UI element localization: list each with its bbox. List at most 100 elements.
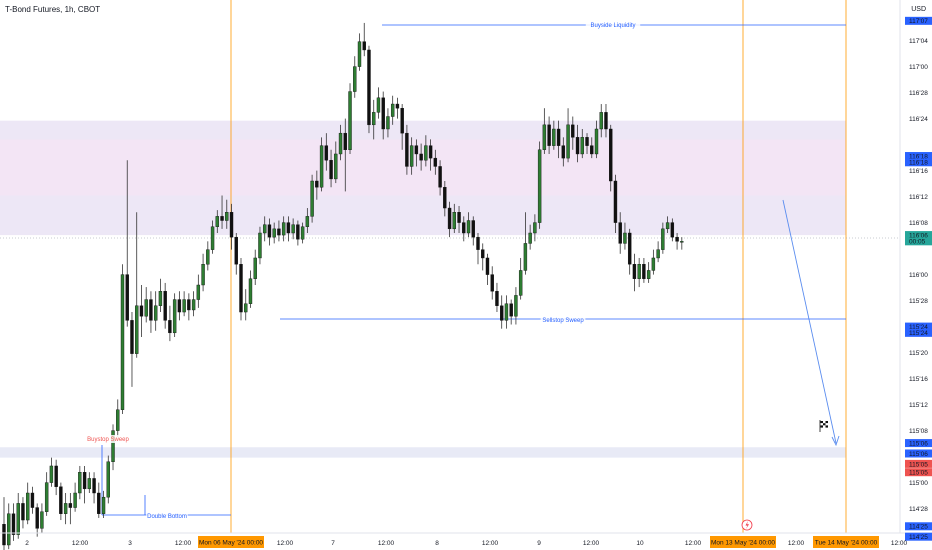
y-tick-label: 114'28 [909,506,928,513]
price-tag-label: 115'24 [909,330,928,337]
candle-body [372,112,376,126]
date-highlight-bg [710,536,776,548]
price-zones [0,120,846,458]
candle-body [514,295,518,317]
price-tag-bg [905,231,932,240]
candle-body [106,461,110,498]
price-tag-label: 115'06 [909,440,928,447]
price-tag-bg [905,468,932,477]
candle-body [21,503,25,521]
candle-body [561,145,566,159]
candle-body [54,465,58,487]
flag-square [825,421,828,424]
candle-body [30,492,35,508]
candle-body [130,320,134,354]
price-tag-bg [905,439,932,448]
candle-body [334,153,338,180]
projection-arrow [782,199,837,444]
candle-body [390,103,395,117]
date-highlight-label: Mon 06 May '24 00:00 [199,540,263,547]
y-tick-label: 116'24 [909,116,928,123]
time-axis[interactable]: 2 12:00 3 12:00 12:00 7 12:00 8 12:00 9 12:00 10 12:… [25,519,908,548]
price-tag-bg [905,522,932,531]
x-tick-label: 12:00 [685,540,702,547]
candle-body [646,270,651,279]
candle-body [580,137,584,155]
price-tag-bg [905,328,932,337]
candle-body [187,299,191,311]
candle-body [239,264,243,313]
candle-body [405,132,409,167]
price-tag-label: 115'05 [909,461,928,468]
candle-body [590,145,594,155]
candle-body [566,124,570,159]
candle-body [300,226,305,240]
candle-body [40,511,44,529]
zone-rect [0,447,846,458]
x-tick-label: 12:00 [482,540,499,547]
chart-title: T-Bond Futures, 1h, CBOT [5,5,101,14]
candle-body [206,249,210,265]
candle-body [466,220,471,234]
price-tag-label: 114'25 [909,524,928,531]
candle-body [348,91,352,150]
candle-body [528,232,532,244]
candle-body [305,216,310,227]
date-highlight-bg [198,536,264,548]
candle-body [537,149,542,223]
candle-body [68,503,73,508]
candle-body [400,107,404,134]
candle-body [296,224,300,240]
price-tag-bg [905,322,932,331]
price-tag-label: 116'06 [909,232,928,239]
candle-body [196,284,201,300]
candle-body [149,299,153,321]
candle-body [542,124,547,150]
candle-body [518,270,523,296]
candle-body [414,145,419,155]
x-tick-label: 12:00 [175,540,192,547]
flag-square [820,423,823,426]
currency-label: USD [911,6,926,13]
candle-body [438,166,442,188]
session-lines [230,0,847,533]
annotation-bg [146,512,188,520]
candle-body [272,228,276,238]
flag-square [825,425,828,428]
price-tags: 117'07116'18116'18116'0600:05115'24115'2… [905,16,932,541]
flag-square [825,423,828,426]
candle-body [680,241,684,243]
candle-body [82,472,87,490]
candle-body [604,112,608,130]
candle-body [324,145,329,161]
candle-body [210,226,215,250]
x-tick-label: 7 [331,540,335,547]
y-tick-label: 115'16 [909,376,928,383]
candle-body [376,97,381,113]
candle-body [116,409,120,431]
candle-body [168,320,172,334]
candle-body [111,430,115,463]
x-tick-label: 3 [128,540,132,547]
candle-body [59,486,63,515]
candle-body [357,41,362,67]
candle-body [533,222,537,234]
candle-body [575,137,580,155]
candle-body [191,299,196,311]
candle-body [201,264,205,286]
candle-body [125,274,129,321]
candle-body [457,211,461,223]
candle-body [44,482,49,512]
price-axis[interactable]: 117'04 117'00 116'28 116'24 116'16 116'12 116'… [909,38,928,513]
candle-body [627,232,632,265]
price-tag-label: 116'18 [909,153,928,160]
candle-body [670,222,675,238]
x-tick-label: 12:00 [378,540,395,547]
price-tag-label: 115'05 [909,470,928,477]
date-highlight-bg [813,536,879,548]
lightning-icon[interactable] [741,519,753,531]
candle-body [523,243,528,271]
y-tick-label: 116'28 [909,90,928,97]
date-highlight-label: Mon 13 May '24 00:00 [711,540,775,547]
